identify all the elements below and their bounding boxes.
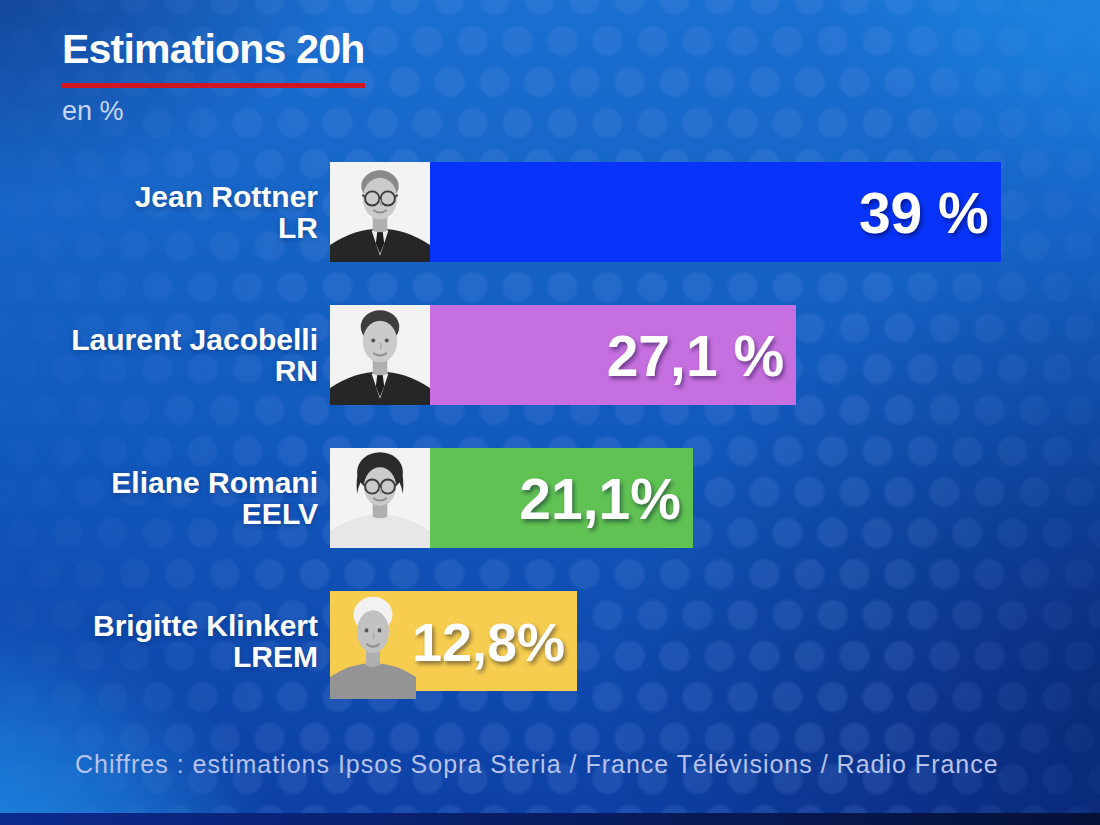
candidate-label: Jean RottnerLR (0, 162, 318, 262)
candidate-label: Laurent JacobelliRN (0, 305, 318, 405)
chart-row: Brigitte KlinkertLREM 12,8% (0, 591, 1100, 691)
candidate-name: Jean Rottner (135, 181, 318, 212)
result-bar: 21,1% (330, 448, 693, 548)
laurent-jacobelli-headshot (330, 305, 430, 405)
result-bar: 39 % (330, 162, 1001, 262)
chart-row: Jean RottnerLR 39 % (0, 162, 1100, 262)
bar-chart: Jean RottnerLR 39 % Laurent JacobelliRN 27,… (0, 0, 1100, 825)
candidate-party: LREM (233, 641, 318, 672)
bottom-strip (0, 813, 1100, 825)
candidate-party: LR (278, 212, 318, 243)
jean-rottner-headshot (330, 162, 430, 262)
candidate-label: Brigitte KlinkertLREM (0, 591, 318, 691)
candidate-party: RN (275, 355, 318, 386)
eliane-romani-headshot (330, 448, 430, 548)
brigitte-klinkert-headshot (330, 591, 416, 691)
candidate-party: EELV (242, 498, 318, 529)
chart-row: Laurent JacobelliRN 27,1 % (0, 305, 1100, 405)
candidate-name: Laurent Jacobelli (71, 324, 318, 355)
candidate-name: Eliane Romani (111, 467, 318, 498)
election-estimations-graphic: Estimations 20h en % Jean RottnerLR39 %L… (0, 0, 1100, 825)
result-value: 12,8% (412, 591, 565, 691)
candidate-name: Brigitte Klinkert (93, 610, 318, 641)
chart-row: Eliane RomaniEELV 21,1% (0, 448, 1100, 548)
result-bar: 12,8% (330, 591, 577, 691)
result-bar: 27,1 % (330, 305, 796, 405)
result-value: 27,1 % (607, 305, 784, 405)
candidate-label: Eliane RomaniEELV (0, 448, 318, 548)
result-value: 39 % (859, 162, 989, 262)
result-value: 21,1% (519, 448, 681, 548)
source-note: Chiffres : estimations Ipsos Sopra Steri… (75, 750, 999, 779)
